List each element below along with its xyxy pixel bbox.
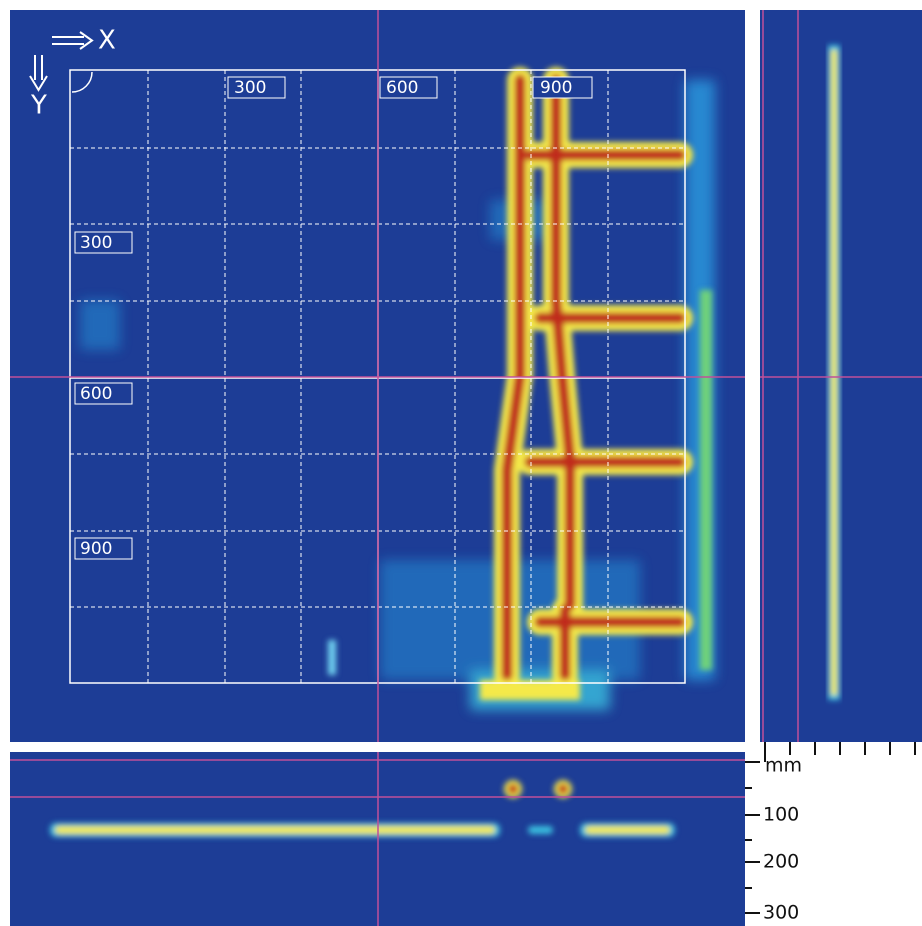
- x-label: 900: [540, 78, 572, 98]
- x-axis-letter: X: [98, 26, 116, 56]
- scale-unit: mm: [765, 755, 802, 777]
- side-view-panel: [760, 10, 922, 742]
- scale-label: 200: [763, 851, 799, 873]
- y-label: 600: [80, 384, 112, 404]
- x-label: 600: [386, 78, 418, 98]
- y-label: 900: [80, 539, 112, 559]
- scan-view: 300 600 900 300 600 900 X Y mm: [0, 0, 922, 926]
- x-label: 300: [234, 78, 266, 98]
- y-axis-letter: Y: [30, 91, 47, 121]
- y-label: 300: [80, 233, 112, 253]
- scale-label: 100: [763, 804, 799, 826]
- side-signal: [828, 45, 840, 700]
- scale-label: 300: [763, 902, 799, 924]
